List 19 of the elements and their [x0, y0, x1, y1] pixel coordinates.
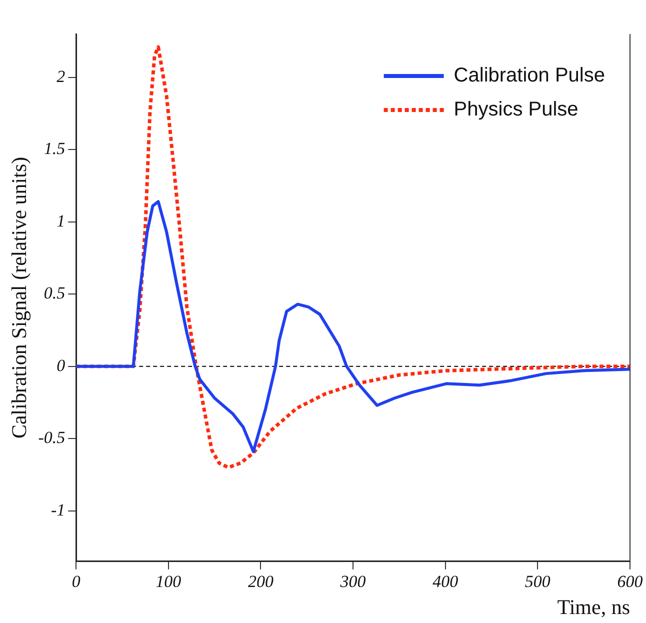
x-tick-label: 0	[72, 572, 81, 592]
y-tick-label: 1.5	[44, 139, 66, 158]
x-tick-label: 600	[617, 572, 644, 592]
x-tick-label: 500	[524, 572, 551, 592]
y-tick-label: -0.5	[38, 428, 66, 448]
line-series	[76, 45, 630, 470]
y-tick-label: -1	[50, 500, 66, 520]
legend-label: Calibration Pulse	[454, 64, 606, 87]
x-tick-label: 200	[248, 572, 274, 592]
y-axis-title: Calibration Signal (relative units)	[7, 156, 32, 439]
y-tick-label: 2	[56, 66, 66, 86]
x-axis-title: Time, ns	[557, 594, 630, 619]
x-tick-label: 300	[339, 572, 366, 592]
y-tick-label: 0	[56, 356, 66, 375]
legend-label: Physics Pulse	[454, 98, 578, 121]
x-tick-label: 400	[432, 572, 459, 592]
y-tick-label: 0.5	[44, 284, 66, 303]
x-tick-label: 100	[156, 572, 182, 592]
y-tick-label: 1	[56, 211, 66, 230]
